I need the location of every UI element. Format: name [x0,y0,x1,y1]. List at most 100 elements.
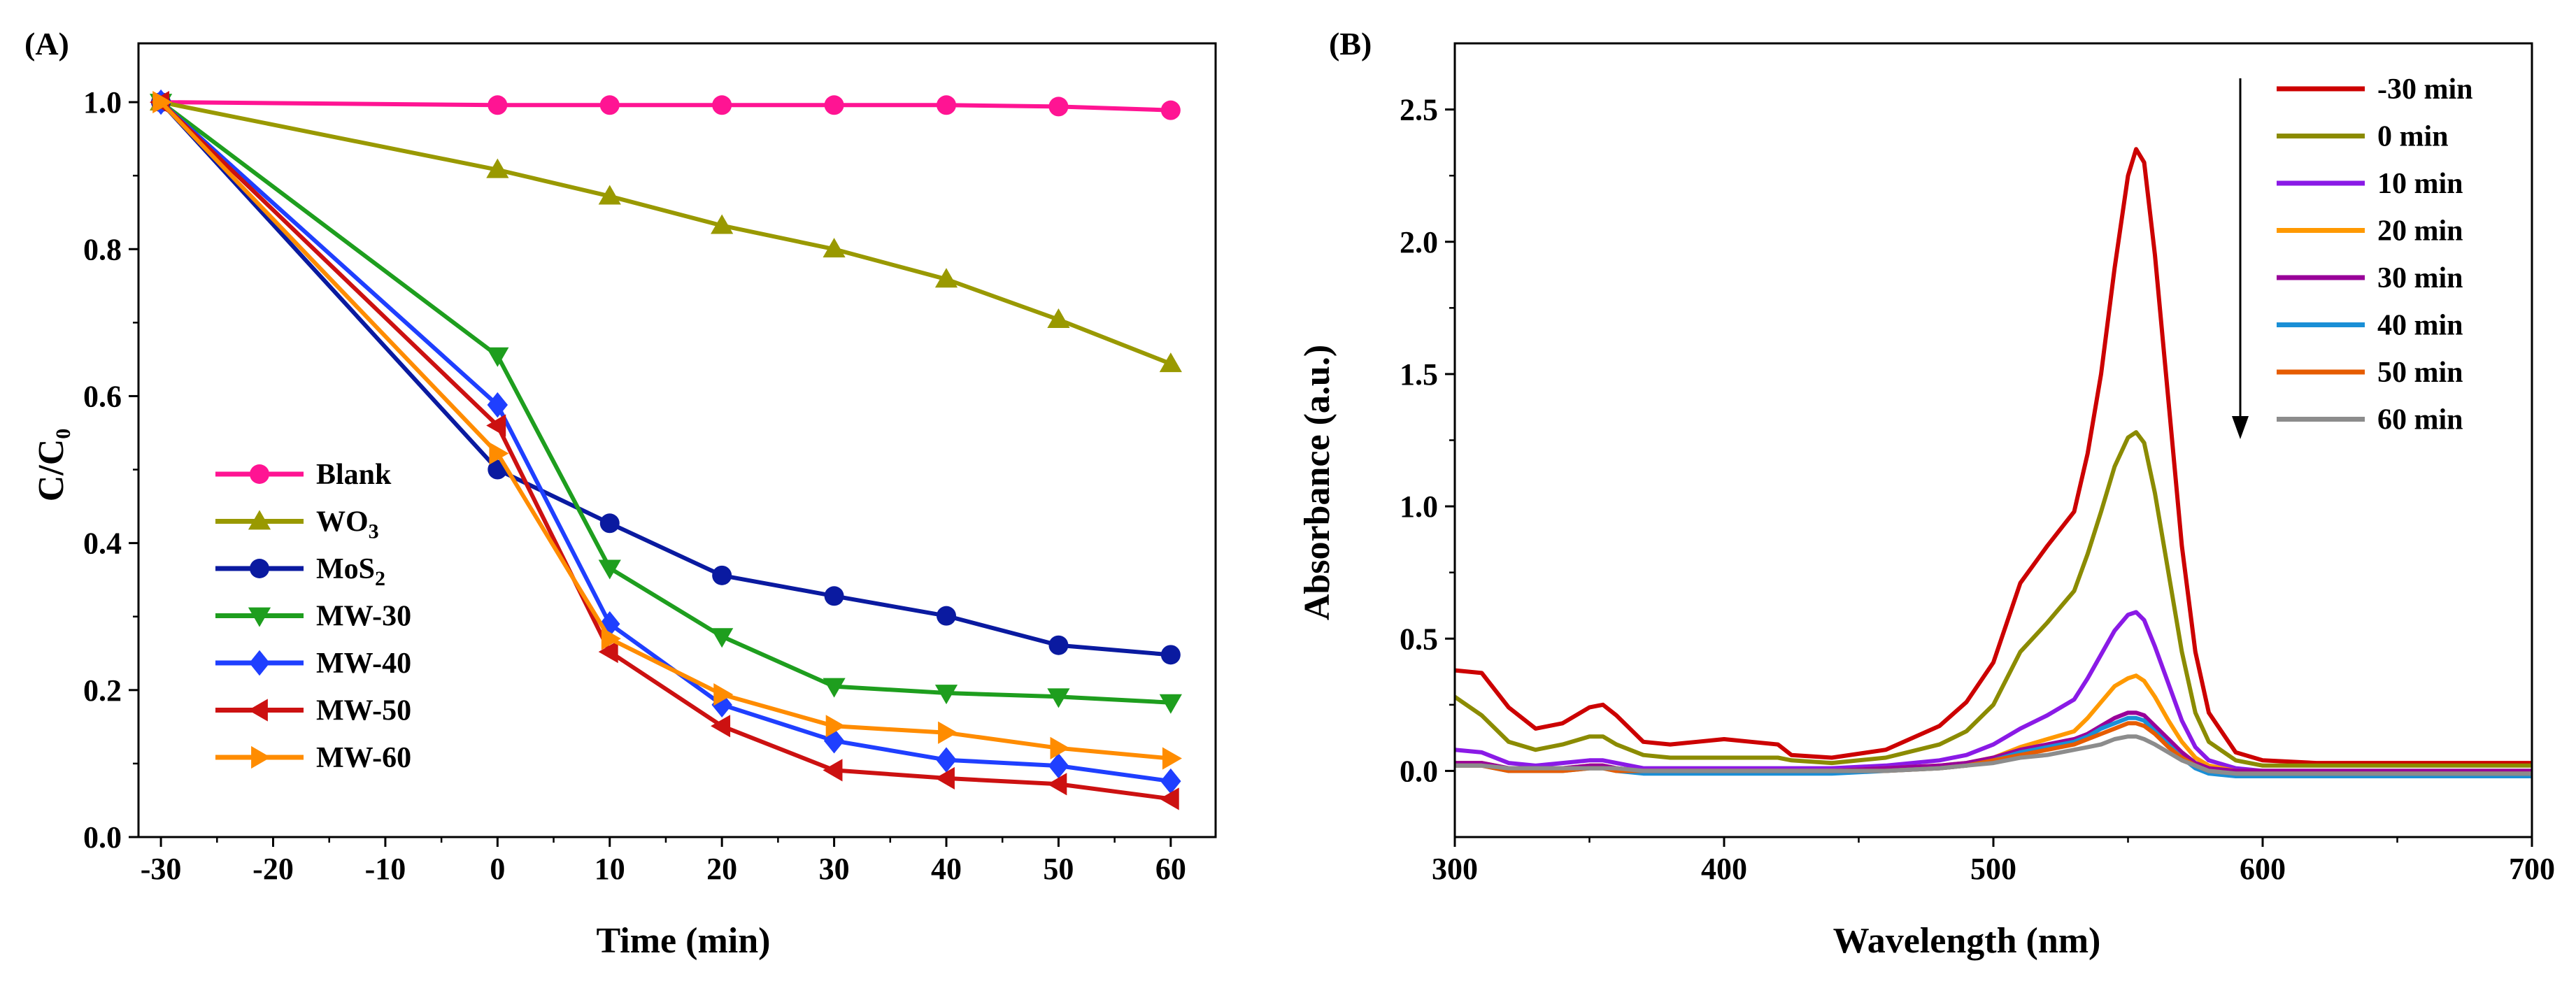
y-tick-label: 0.8 [83,232,122,266]
legend-label-text: MW-50 [316,695,411,727]
chart-a-y-axis-title-sub: 0 [52,429,75,439]
y-tick-label: 1.5 [1400,357,1438,392]
x-tick-label: -30 [141,852,182,886]
legend-marker-mos [250,559,269,578]
series-group [149,89,1182,810]
data-point-mos-2 [599,513,620,534]
legend-label-text: 40 min [2377,310,2463,342]
data-point-mw-30-3 [711,628,734,648]
x-tick-label: -10 [365,852,406,886]
series-line-0-min [1455,430,2532,768]
legend-label-text: MW-40 [316,648,411,680]
data-point-mw-30-5 [934,685,958,705]
legend-marker-mw-50 [248,699,268,722]
x-tick-label: 0 [490,852,505,886]
legend-label-text: WO [316,506,369,538]
series-line-mw-40 [159,100,1172,784]
y-tick-label: 1.0 [1400,490,1438,524]
data-point-mw-40-5 [936,747,957,773]
time-arrow-head [2232,416,2249,439]
data-point-blank-3 [712,95,732,115]
data-point-blank-7 [1160,100,1181,120]
legend-label-mw-30: MW-30 [316,601,411,633]
data-point-mw-60-5 [938,721,958,744]
legend-label-sub: 3 [369,520,379,543]
legend-label-wo: WO3 [316,506,379,543]
legend-marker-mw-40 [249,650,270,676]
legend-label-text: MoS [316,553,375,585]
data-point-blank-1 [488,95,508,115]
legend-label-text: MW-30 [316,601,411,633]
x-tick-label: 700 [2509,852,2555,886]
data-point-mw-50-5 [934,766,955,790]
series-line-mos [159,101,1172,657]
y-tick-label: 0.4 [83,527,122,561]
legend-label-text: 0 min [2377,121,2449,153]
legend-label-mw-60: MW-60 [316,742,411,774]
data-point-mw-40-4 [823,728,845,754]
x-tick-label: -20 [252,852,294,886]
data-point-wo-1 [486,158,509,178]
y-tick-label: 0.5 [1400,622,1438,656]
chart-a-plot-area [137,42,1217,838]
data-point-mw-60-3 [713,683,734,706]
x-tick-label: 10 [595,852,625,886]
data-point-mw-30-7 [1159,694,1182,714]
series-line-mw-60 [159,101,1172,761]
plot-frame [137,42,1217,838]
data-point-mw-30-4 [823,678,846,698]
chart-b: (B) 300 400 500 600 700 0.0 0.5 1.0 1.5 2.0 2.5 Wa… [1297,26,2555,961]
data-point-wo-3 [711,214,734,234]
x-tick-label: 30 [819,852,850,886]
legend-label-0-min: 0 min [2377,121,2449,153]
legend-label-sub: 2 [375,567,385,590]
data-point-mw-30-6 [1047,688,1070,708]
data-point-mw-60-0 [152,90,173,114]
series-line-wo [160,100,1172,366]
chart-a-legend: Blank WO3 MoS2 MW-30 MW-40 MW-50 MW-60 [215,459,411,774]
chart-a-y-axis-title-main: C/C [31,439,71,502]
legend-label-text: 20 min [2377,215,2463,248]
data-point-blank-4 [824,95,844,115]
legend-label-50-min: 50 min [2377,357,2463,389]
y-tick-label: 0.2 [83,673,122,708]
series-line-60-min [1455,734,2532,776]
chart-b-plot-area [1453,42,2533,838]
legend-label-60-min: 60 min [2377,404,2463,436]
data-point-mw-50-3 [711,715,731,738]
legend-label-text: 10 min [2377,168,2463,200]
series-line-mw-50 [159,100,1172,801]
data-point-mos-5 [937,606,956,626]
x-tick-label: 400 [1701,852,1747,886]
legend-label-blank: Blank [316,459,392,491]
legend-label-text: -30 min [2377,73,2473,106]
data-point-mos-7 [1160,645,1181,665]
data-point-mos-6 [1048,635,1069,655]
data-point-mw-60-1 [489,442,509,465]
data-point-wo-6 [1047,308,1070,329]
chart-b-y-axis-title: Absorbance (a.u.) [1297,345,1337,620]
panel-a-label: (A) [24,26,69,62]
series-line-mw-30 [159,100,1171,705]
legend-label-text: 30 min [2377,262,2463,294]
legend-label-20-min: 20 min [2377,215,2463,248]
data-point-blank-5 [937,95,956,115]
x-tick-label: 600 [2240,852,2286,886]
data-point-mw-50-1 [486,414,506,437]
data-point-mw-50-2 [598,641,618,664]
panel-b-label: (B) [1329,26,1372,62]
series-group [1455,147,2532,778]
data-point-blank-2 [599,95,620,115]
legend-marker-wo [248,510,271,530]
series-line--30-min [1455,147,2532,766]
legend-label-mw-50: MW-50 [316,695,411,727]
data-point-mw-30-2 [598,559,621,580]
legend-label-mos: MoS2 [316,553,385,590]
y-tick-label: 2.5 [1400,93,1438,127]
data-point-mw-40-6 [1048,752,1069,779]
legend-label-text: 60 min [2377,404,2463,436]
y-tick-label: 1.0 [83,85,122,120]
data-point-mw-50-7 [1159,787,1179,810]
legend-label-30-min: 30 min [2377,262,2463,294]
